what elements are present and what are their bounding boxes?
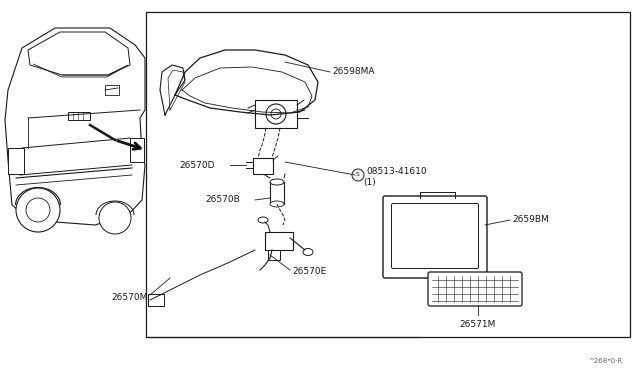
Bar [130,138,144,162]
FancyBboxPatch shape [392,203,479,269]
Text: 26598MA: 26598MA [332,67,374,77]
Ellipse shape [270,179,284,185]
Polygon shape [5,28,145,225]
Bar [255,100,297,128]
FancyBboxPatch shape [383,196,487,278]
Text: 26570D: 26570D [179,160,215,170]
Text: (1): (1) [364,177,376,186]
Polygon shape [28,32,130,75]
Bar [146,12,630,337]
Bar [265,232,293,250]
Ellipse shape [303,248,313,256]
Text: 26570M: 26570M [111,293,148,302]
Text: ^268*0·R: ^268*0·R [588,358,622,364]
Text: 26570E: 26570E [292,267,326,276]
Text: 08513-41610: 08513-41610 [366,167,427,176]
Circle shape [266,104,286,124]
Text: S: S [356,173,360,177]
Circle shape [16,188,60,232]
Bar [8,148,24,174]
Text: 26570B: 26570B [205,196,240,205]
Circle shape [352,169,364,181]
Bar [105,85,119,95]
Text: 2659BM: 2659BM [512,215,548,224]
Circle shape [26,198,50,222]
Text: 26571M: 26571M [460,320,496,329]
Ellipse shape [258,217,268,223]
FancyBboxPatch shape [428,272,522,306]
Bar [253,158,273,174]
Bar [148,294,164,306]
Circle shape [99,202,131,234]
Bar [68,112,90,120]
Bar [268,250,280,260]
Circle shape [271,109,281,119]
Bar [270,182,284,204]
Ellipse shape [270,201,284,207]
